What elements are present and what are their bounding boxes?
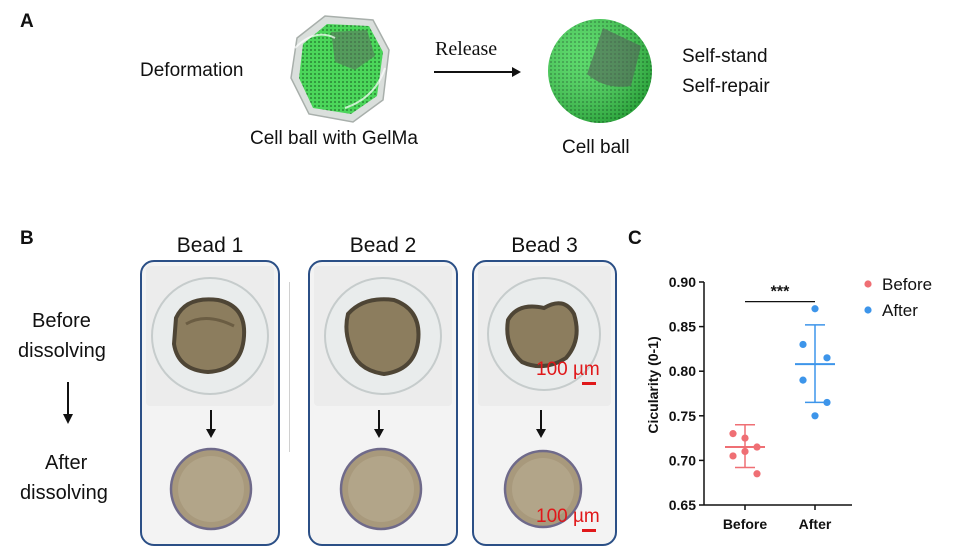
data-point-before (729, 430, 737, 438)
y-tick-label: 0.80 (669, 363, 696, 379)
bead-2-header: Bead 2 (349, 234, 417, 257)
release-arrow-icon (434, 67, 521, 77)
down-arrow-icon (63, 382, 73, 424)
self-stand-label: Self-stand (682, 46, 768, 67)
cell-ball-image (548, 19, 652, 123)
bead-3-before-photo (478, 266, 611, 406)
y-tick-label: 0.85 (669, 319, 696, 335)
y-axis-label: Cicularity (0-1) (645, 336, 661, 433)
after-label-line1: After (45, 452, 88, 474)
x-tick-label: Before (723, 516, 768, 532)
bead-2-arrow-icon (374, 410, 384, 438)
legend-marker-after (864, 306, 872, 314)
cell-ball-label: Cell ball (562, 137, 630, 158)
cell-ball-gelma-label: Cell ball with GelMa (250, 128, 418, 149)
panel-a-label: A (20, 11, 34, 32)
scale-bar-label-bottom: 100 µm (536, 506, 600, 527)
data-point-after (811, 305, 819, 313)
bead-3-arrow-icon (536, 410, 546, 438)
scale-bar-label-top: 100 µm (536, 359, 600, 380)
bead-3-after-photo (503, 449, 583, 529)
data-point-after (799, 340, 807, 349)
circularity-chart: Cicularity (0-1) 0.65 0.70 0.75 0.80 0.85 0.9… (645, 274, 932, 532)
self-repair-label: Self-repair (682, 76, 770, 97)
bead-2-panel (308, 260, 458, 546)
legend-label-before: Before (882, 275, 932, 294)
data-point-after (823, 354, 831, 362)
deformation-label: Deformation (140, 60, 244, 81)
bead-1-after-photo (169, 447, 253, 531)
bead-1-arrow-icon (206, 410, 216, 438)
y-tick-label: 0.70 (669, 452, 696, 468)
scale-bar-top (582, 382, 596, 385)
chart-axes: 0.65 0.70 0.75 0.80 0.85 0.90 Before After (669, 274, 852, 532)
after-label-line2: dissolving (20, 482, 108, 504)
data-point-after (823, 398, 831, 407)
scale-bar-bottom (582, 529, 596, 532)
y-tick-label: 0.75 (669, 408, 696, 424)
legend-marker-before (864, 280, 872, 288)
release-label: Release (435, 38, 498, 60)
panel-b-label: B (20, 228, 34, 249)
data-point-before (729, 452, 737, 460)
y-tick-label: 0.65 (669, 497, 696, 513)
divider (289, 282, 290, 452)
chart-marks: *** (725, 284, 835, 478)
y-tick-label: 0.90 (669, 274, 696, 290)
bead-1-header: Bead 1 (176, 234, 244, 257)
before-label-line2: dissolving (18, 340, 106, 362)
bead-1-panel (140, 260, 280, 546)
bead-2-after-photo (339, 447, 423, 531)
significance-stars: *** (771, 284, 790, 301)
bead-1-before-photo (146, 266, 274, 406)
data-point-before (753, 470, 761, 478)
data-point-after (799, 376, 807, 384)
bead-3-panel: 100 µm 100 µm (472, 260, 617, 546)
panel-c-label: C (628, 228, 642, 249)
bead-2-before-photo (314, 266, 452, 406)
x-tick-label: After (799, 516, 832, 532)
data-point-after (811, 412, 819, 420)
bead-3-header: Bead 3 (511, 234, 578, 257)
before-label-line1: Before (32, 310, 91, 332)
legend-label-after: After (882, 301, 918, 320)
chart-legend: Before After (864, 275, 932, 320)
deformed-cell-ball-image (290, 15, 390, 123)
